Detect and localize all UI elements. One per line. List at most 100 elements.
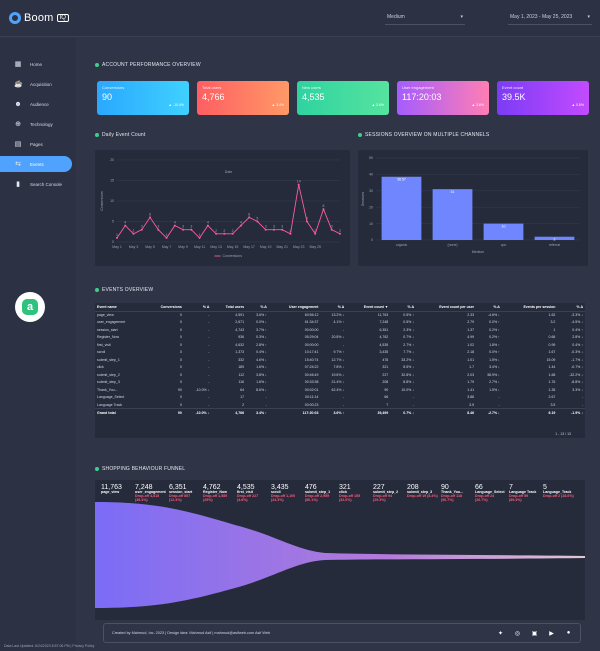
data-point[interactable] xyxy=(182,228,185,231)
funnel-step[interactable]: 7 Language Track Drop-off 59 (89.4%) xyxy=(509,484,541,502)
column-header[interactable]: % Δ xyxy=(183,303,212,312)
table-cell: - xyxy=(208,320,210,325)
table-row[interactable]: Language Track 0 - 2 - 00:00:23 - 7 - 3.5 - 3.5 - xyxy=(95,401,585,409)
data-point[interactable] xyxy=(297,183,300,186)
column-header[interactable]: Events per session xyxy=(501,303,558,312)
table-row[interactable]: scroll 0 - 1,373 0.4% ↓ 10:17:41 9.7% ↑ 3,435 7.… xyxy=(95,349,585,357)
sidebar-item-events[interactable]: ⇆ Events xyxy=(0,156,72,172)
data-point[interactable] xyxy=(198,236,201,239)
medium-select[interactable]: Medium ▾ xyxy=(385,14,465,25)
funnel-step[interactable]: 7,248 user_engagement Drop-off 4,515 (38.4… xyxy=(135,484,167,502)
data-point[interactable] xyxy=(314,232,317,235)
linkedin-icon[interactable]: ▣ xyxy=(531,630,538,637)
data-point[interactable] xyxy=(173,224,176,227)
funnel-step[interactable]: 5 Language_Track Drop-off 2 (28.6%) xyxy=(543,484,575,498)
funnel-section-title: SHOPPING BEHAVIOUR FUNNEL xyxy=(95,466,185,472)
data-point[interactable] xyxy=(140,228,143,231)
funnel-step[interactable]: 66 Language_Select Drop-off 24 (26.7%) xyxy=(475,484,507,502)
funnel-step[interactable]: 227 submit_step_2 Drop-off 94 (29.3%) xyxy=(373,484,405,502)
funnel-step[interactable]: 321 click Drop-off 155 (32.6%) xyxy=(339,484,371,502)
data-point[interactable] xyxy=(330,228,333,231)
data-point[interactable] xyxy=(149,216,152,219)
column-header[interactable]: Event count per user xyxy=(415,303,477,312)
data-point[interactable] xyxy=(165,236,168,239)
funnel-step[interactable]: 208 submit_step_3 Drop-off 19 (8.4%) xyxy=(407,484,439,498)
funnel-step[interactable]: 90 Thank_You... Drop-off 118 (56.7%) xyxy=(441,484,473,502)
column-header[interactable]: % Δ xyxy=(320,303,347,312)
bar-cpc[interactable] xyxy=(483,223,524,240)
table-row[interactable]: Thank_You... 90 -10.0% ↓ 64 8.6% ↓ 00:02:01 62… xyxy=(95,386,585,394)
funnel-step[interactable]: 476 submit_step_1 Drop-off 2,959 (86.1%) xyxy=(305,484,337,502)
column-header[interactable]: Event count ▼ xyxy=(346,303,391,312)
data-point[interactable] xyxy=(281,228,284,231)
data-point[interactable] xyxy=(124,224,127,227)
kpi-card[interactable]: Total users 4,766 ▲ 3.4% xyxy=(197,81,289,115)
data-point[interactable] xyxy=(239,224,242,227)
table-row[interactable]: page_view 0 - 4,591 3.6% ↑ 60:56:12 13.2% ↓ 11,… xyxy=(95,311,585,319)
data-point[interactable] xyxy=(272,228,275,231)
column-header[interactable]: User engagement xyxy=(268,303,321,312)
data-point[interactable] xyxy=(339,232,341,235)
column-header[interactable]: % Δ xyxy=(246,303,269,312)
data-point[interactable] xyxy=(248,216,251,219)
sidebar-item-home[interactable]: ▦ Home xyxy=(0,56,72,72)
data-point[interactable] xyxy=(322,208,325,211)
table-total-row: Grand total 90 -10.0% ↓ 4,766 3.4% ↑ 117:20:0… xyxy=(95,408,585,416)
data-point[interactable] xyxy=(289,232,292,235)
table-row[interactable]: submit_step_1 0 - 332 4.6% ↓ 15:40:74 12.7% ↓ 4… xyxy=(95,356,585,364)
sidebar-item-audience[interactable]: ☻ Audience xyxy=(0,96,72,112)
sidebar-item-pages[interactable]: ▤ Pages xyxy=(0,136,72,152)
y-tick-label: 5 xyxy=(112,220,114,224)
data-point[interactable] xyxy=(305,220,308,223)
data-point[interactable] xyxy=(157,228,160,231)
table-row[interactable]: submit_step_2 0 - 112 3.8% ↓ 00:46:49 19.6% ↓ 2… xyxy=(95,371,585,379)
date-range-picker[interactable]: May 1, 2023 - May 25, 2023 ▾ xyxy=(508,14,592,25)
table-row[interactable]: user_engagement 0 - 2,671 0.0% ↓ 61:34:37 4.1%… xyxy=(95,319,585,327)
youtube-icon[interactable]: ▶ xyxy=(549,630,554,637)
funnel-step[interactable]: 4,762 Register_Now Drop-off 1,589 (25%) xyxy=(203,484,235,502)
data-point[interactable] xyxy=(264,228,267,231)
column-header[interactable]: Conversions xyxy=(144,303,184,312)
bar-referral[interactable] xyxy=(534,236,575,240)
bar-organic[interactable] xyxy=(381,176,422,240)
table-row[interactable]: Language_Select 0 - 17 - 00:11:14 - 66 - 3.88 - 2.6… xyxy=(95,394,585,402)
funnel-step-name: submit_step_3 xyxy=(407,490,433,494)
table-row[interactable]: first_visit 0 - 4,632 2.8% ↑ 00:00:00 - 4,535 2.… xyxy=(95,341,585,349)
sidebar-item-technology[interactable]: ⊕ Technology xyxy=(0,116,72,132)
data-point[interactable] xyxy=(190,228,193,231)
kpi-card[interactable]: New users 4,535 ▲ 2.6% xyxy=(297,81,389,115)
kpi-card[interactable]: User engagement 117:20:03 ▲ 3.6% xyxy=(397,81,489,115)
column-header[interactable]: % Δ xyxy=(557,303,585,312)
column-header[interactable]: Event name xyxy=(95,303,145,312)
y-axis-label: Conversions xyxy=(100,191,104,211)
facebook-icon[interactable]: ● xyxy=(566,630,571,636)
kpi-card[interactable]: Conversions 90 ▲ -10.0% xyxy=(97,81,189,115)
sidebar-item-acquisition[interactable]: ☕ Acquisition xyxy=(0,76,72,92)
kpi-card[interactable]: Event count 39.5K ▲ 0.5% xyxy=(497,81,589,115)
table-row[interactable]: session_start 0 - 4,743 3.7% ↑ 00:00:00 - 6,351… xyxy=(95,326,585,334)
instagram-icon[interactable]: ◎ xyxy=(514,630,521,637)
bar-(none)[interactable] xyxy=(432,189,473,240)
data-point[interactable] xyxy=(223,232,226,235)
data-point[interactable] xyxy=(215,232,218,235)
column-header[interactable]: % Δ xyxy=(390,303,416,312)
funnel-step[interactable]: 4,535 first_visit Drop-off 227 (4.8%) xyxy=(237,484,269,502)
data-point[interactable] xyxy=(132,232,135,235)
table-row[interactable]: submit_step_3 0 - 116 1.6% ↓ 00:33:38 21.4% ↓ 2… xyxy=(95,379,585,387)
funnel-step[interactable]: 3,435 scroll Drop-off 1,100 (24.3%) xyxy=(271,484,303,502)
funnel-step[interactable]: 6,351 session_start Drop-off 897 (12.4%) xyxy=(169,484,201,502)
column-header[interactable]: % Δ xyxy=(476,303,502,312)
data-point[interactable] xyxy=(206,224,209,227)
funnel-step[interactable]: 11,763 page_view xyxy=(101,484,133,494)
table-cell: 2 xyxy=(242,402,245,407)
sidebar-item-search-console[interactable]: ▮ Search Console xyxy=(0,176,72,192)
data-point[interactable] xyxy=(256,220,259,223)
table-row[interactable]: click 0 - 189 1.6% ↓ 07:24:22 7.8% ↓ 321 8.5% ↓ 1… xyxy=(95,364,585,372)
twitter-icon[interactable]: ✦ xyxy=(497,630,504,637)
table-row[interactable]: Register_Now 0 - 936 0.3% ↓ 05:29:04 20.8% ↓ 4,… xyxy=(95,334,585,342)
column-header[interactable]: Total users xyxy=(211,303,247,312)
brand-logo[interactable]: Boom IQ xyxy=(9,12,69,24)
data-point[interactable] xyxy=(231,232,234,235)
data-point[interactable] xyxy=(116,236,118,239)
table-pager[interactable]: 1 - 13 / 13 xyxy=(555,432,571,436)
